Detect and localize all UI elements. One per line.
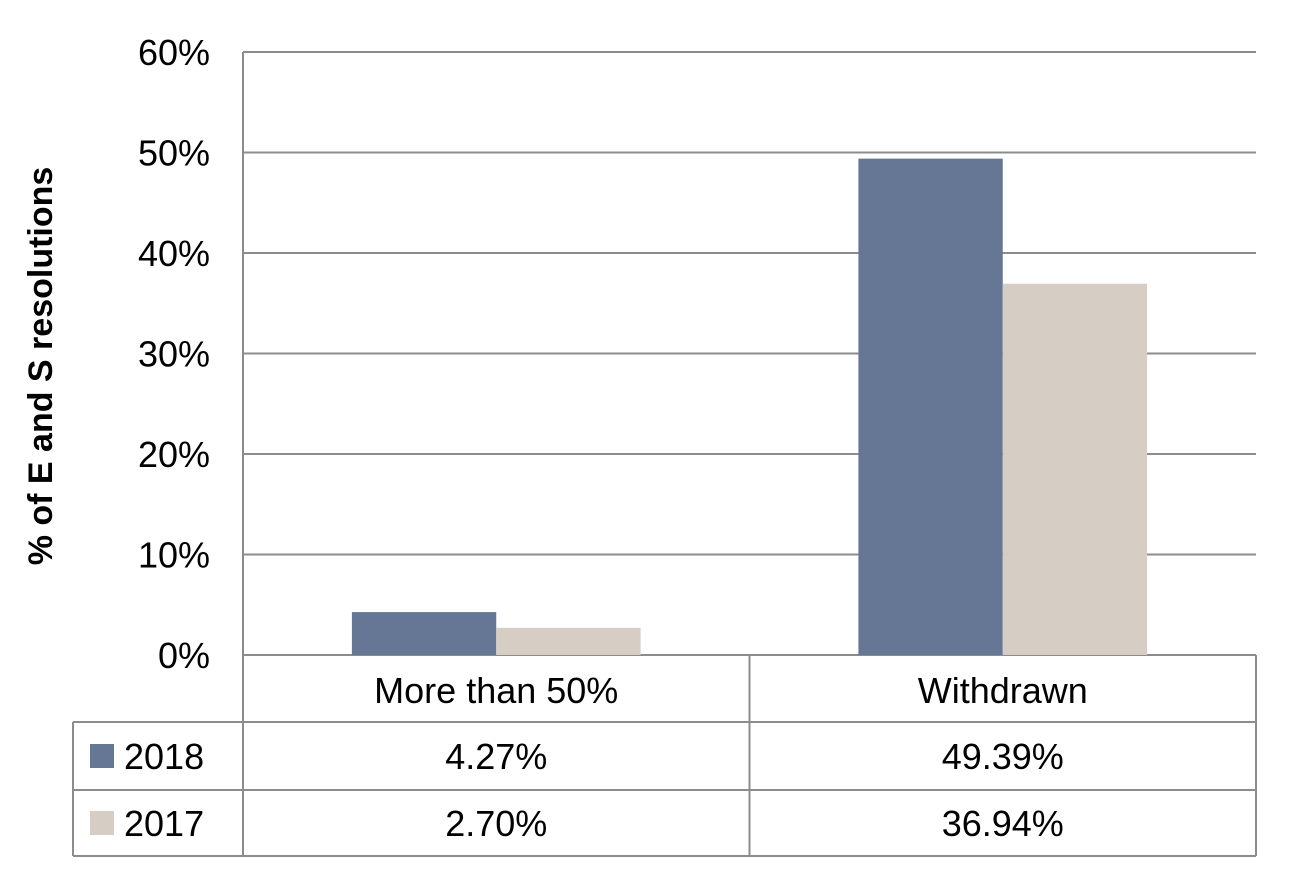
- y-tick-label: 0%: [158, 635, 210, 676]
- y-axis-label: % of E and S resolutions: [22, 167, 60, 566]
- y-tick-labels: 0% 10% 20% 30% 40% 50% 60%: [138, 32, 210, 676]
- data-label: 2.70%: [445, 803, 547, 844]
- bar: [351, 612, 497, 655]
- category-label: More than 50%: [374, 670, 618, 711]
- data-label: 4.27%: [445, 736, 547, 777]
- legend-label: 2018: [124, 736, 204, 777]
- data-label: 49.39%: [942, 736, 1064, 777]
- legend-swatch: [90, 811, 114, 835]
- legend-swatch: [90, 744, 114, 768]
- category-label: Withdrawn: [918, 670, 1088, 711]
- y-tick-label: 10%: [138, 535, 210, 576]
- y-tick-label: 20%: [138, 434, 210, 475]
- bars: [351, 158, 1148, 655]
- bar: [858, 158, 1003, 655]
- y-tick-label: 60%: [138, 32, 210, 73]
- data-table: More than 50% Withdrawn 2018 4.27% 49.39% 201…: [72, 655, 1257, 857]
- gridlines: [242, 51, 1256, 656]
- y-tick-label: 50%: [138, 133, 210, 174]
- y-tick-label: 40%: [138, 233, 210, 274]
- data-label: 36.94%: [942, 803, 1064, 844]
- bar: [496, 627, 641, 655]
- bar: [1002, 283, 1148, 655]
- legend-label: 2017: [124, 803, 204, 844]
- y-tick-label: 30%: [138, 334, 210, 375]
